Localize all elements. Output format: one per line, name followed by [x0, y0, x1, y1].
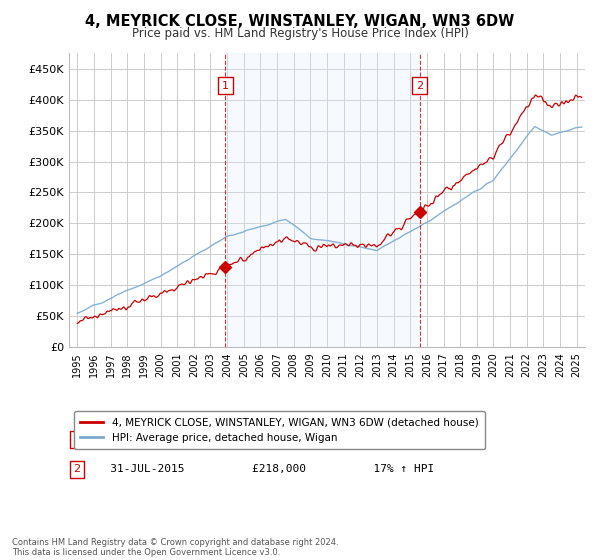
- Text: 2: 2: [73, 464, 80, 474]
- Text: 21-NOV-2003          £129,200          7% ↓ HPI: 21-NOV-2003 £129,200 7% ↓ HPI: [89, 435, 427, 445]
- Bar: [226, 53, 420, 347]
- Text: Price paid vs. HM Land Registry's House Price Index (HPI): Price paid vs. HM Land Registry's House …: [131, 27, 469, 40]
- Legend: 4, MEYRICK CLOSE, WINSTANLEY, WIGAN, WN3 6DW (detached house), HPI: Average pric: 4, MEYRICK CLOSE, WINSTANLEY, WIGAN, WN3…: [74, 411, 485, 449]
- Text: 2: 2: [416, 81, 424, 91]
- Text: 4, MEYRICK CLOSE, WINSTANLEY, WIGAN, WN3 6DW: 4, MEYRICK CLOSE, WINSTANLEY, WIGAN, WN3…: [85, 14, 515, 29]
- Text: 1: 1: [222, 81, 229, 91]
- Text: 31-JUL-2015          £218,000          17% ↑ HPI: 31-JUL-2015 £218,000 17% ↑ HPI: [89, 464, 434, 474]
- Text: Contains HM Land Registry data © Crown copyright and database right 2024.
This d: Contains HM Land Registry data © Crown c…: [12, 538, 338, 557]
- Text: 1: 1: [73, 435, 80, 445]
